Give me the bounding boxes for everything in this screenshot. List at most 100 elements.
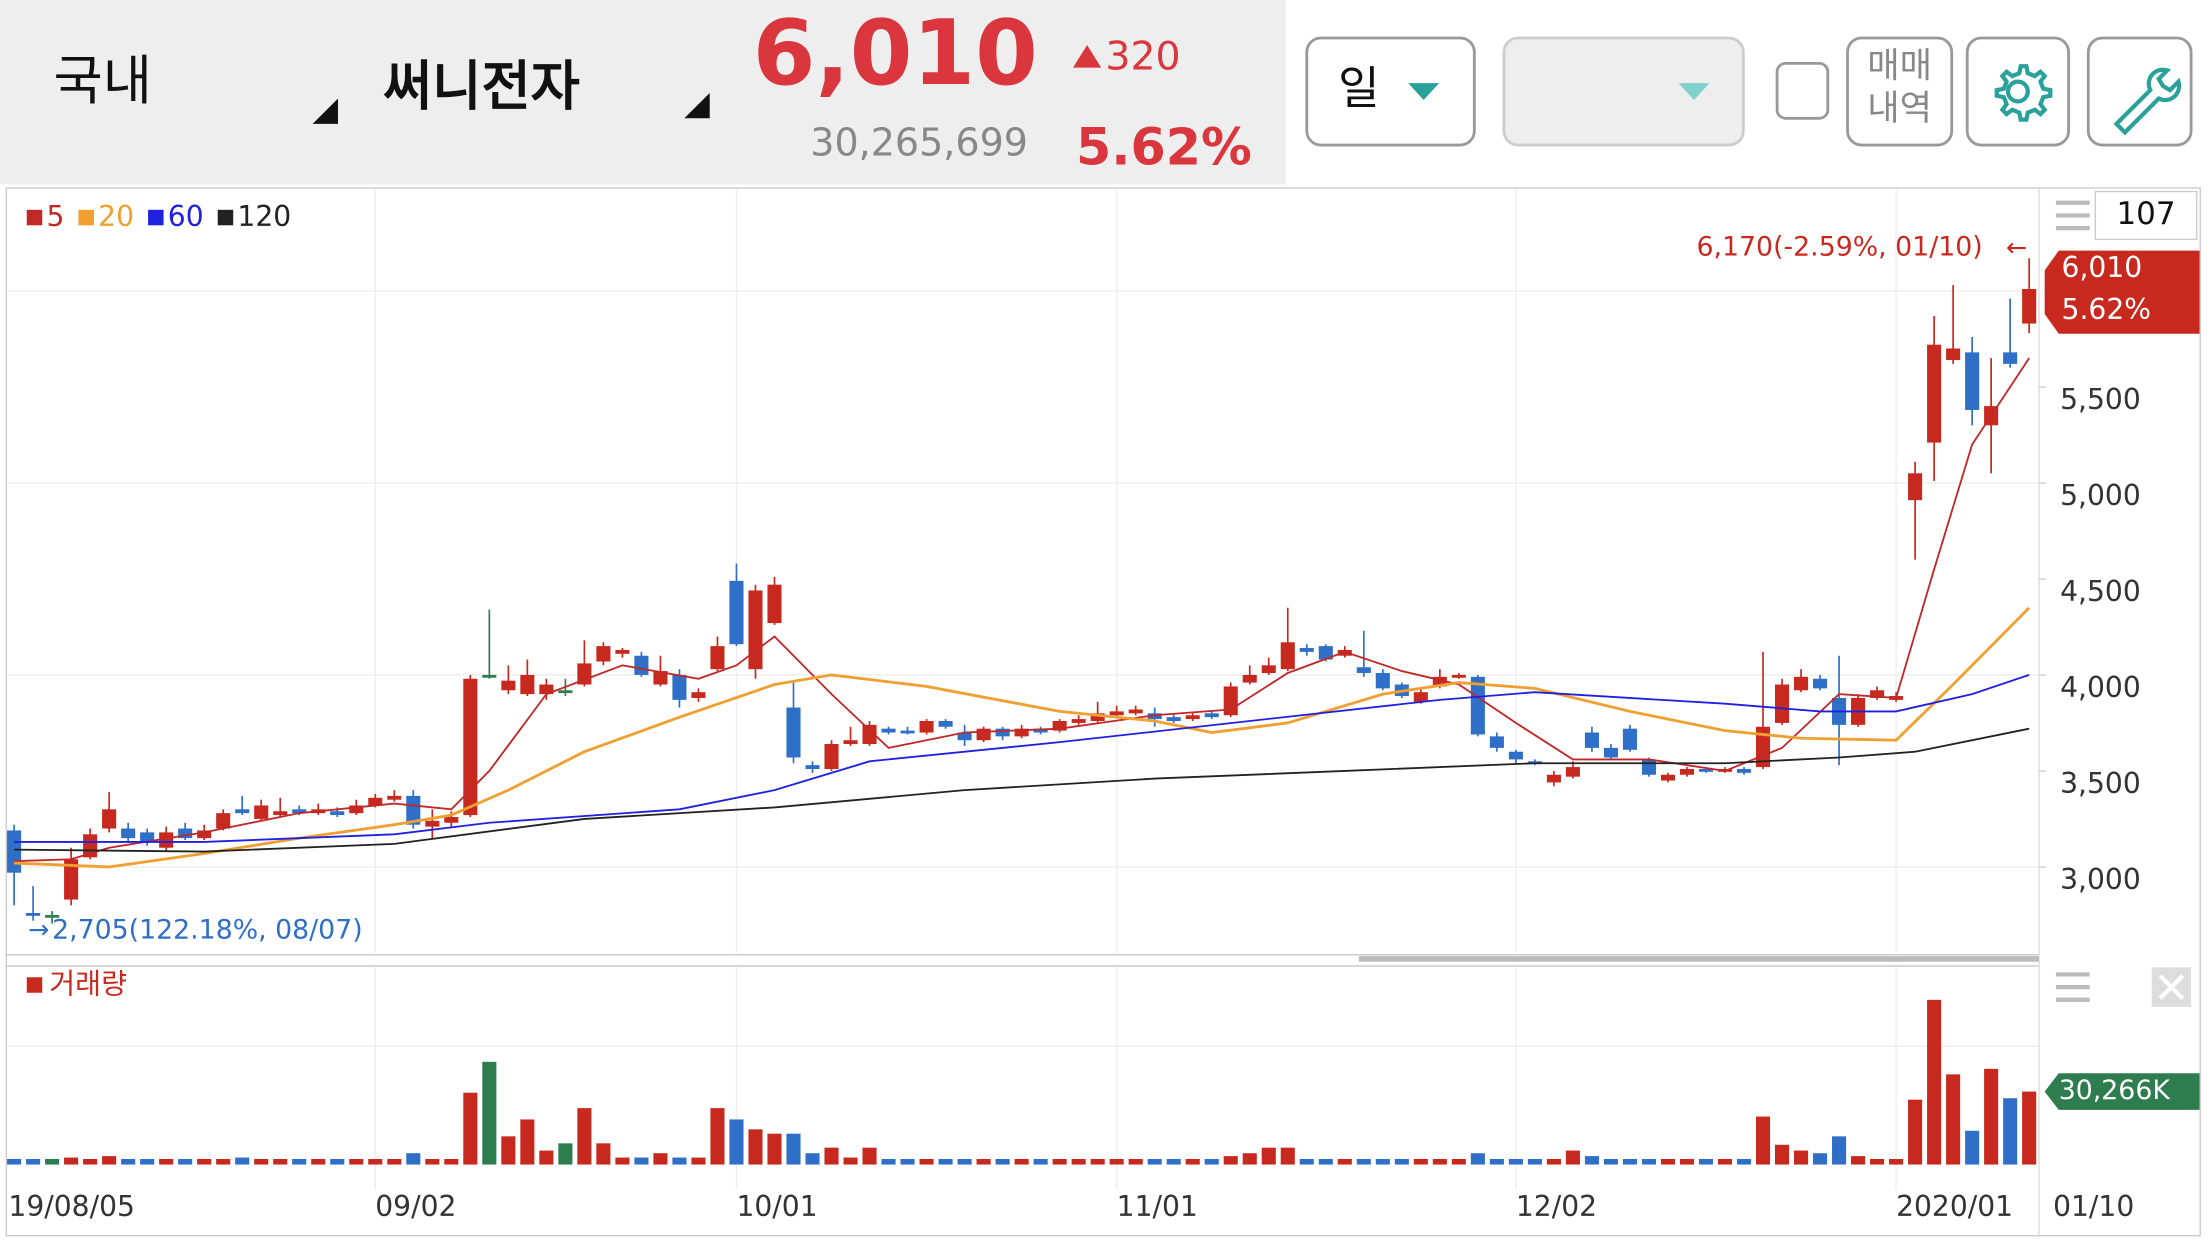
- volume-bar: [1470, 1153, 1485, 1165]
- legend-swatch: [26, 977, 43, 993]
- volume-bar: [843, 1157, 858, 1165]
- volume-bar: [45, 1159, 60, 1165]
- candle-body: [2003, 352, 2018, 364]
- candle-body: [1280, 642, 1295, 670]
- candle-body: [558, 690, 573, 694]
- candle-body: [1375, 672, 1390, 689]
- count-box[interactable]: [2094, 190, 2198, 241]
- tools-button[interactable]: [2086, 36, 2193, 147]
- volume-bar: [1299, 1159, 1314, 1165]
- volume-bar: [482, 1061, 497, 1165]
- settings-button[interactable]: [1965, 36, 2070, 147]
- volume-bar: [1280, 1147, 1295, 1165]
- candle-body: [672, 674, 687, 700]
- candle-body: [1451, 674, 1466, 678]
- candle-body: [881, 728, 896, 733]
- history-button[interactable]: [1846, 36, 1954, 147]
- candle-body: [1622, 728, 1637, 750]
- candle-body: [596, 646, 611, 662]
- volume-bar: [1185, 1159, 1200, 1165]
- volume-bar: [1337, 1159, 1352, 1165]
- candle-count: 107: [2116, 196, 2175, 232]
- candle-body: [710, 646, 725, 670]
- volume-bar: [729, 1119, 744, 1165]
- candle-body: [653, 671, 668, 685]
- legend-swatch: [148, 209, 164, 226]
- volume-bar: [501, 1136, 516, 1165]
- moving-average-line: [14, 727, 2030, 853]
- volume-bar: [1679, 1159, 1695, 1165]
- volume-bar: [1984, 1068, 1999, 1165]
- close-icon[interactable]: [2151, 967, 2192, 1007]
- candle-body: [254, 805, 269, 819]
- volume-bar: [1946, 1074, 1961, 1165]
- volume-bar: [159, 1159, 174, 1165]
- gear-icon: [1994, 64, 2053, 122]
- candle-body: [26, 913, 41, 916]
- menu-icon[interactable]: [2055, 200, 2090, 231]
- volume-bar: [672, 1157, 687, 1165]
- volume-bar: [121, 1159, 136, 1165]
- market-dropdown-icon[interactable]: [312, 98, 338, 124]
- volume-bar: [1889, 1159, 1904, 1165]
- volume-bar: [615, 1157, 630, 1165]
- candle-body: [1356, 667, 1371, 673]
- min-annotation: 2,705(122.18%, 08/07): [52, 914, 363, 945]
- volume-bar: [463, 1092, 478, 1165]
- volume-bar: [1109, 1159, 1124, 1165]
- volume-bar: [197, 1159, 212, 1165]
- volume-bar: [1166, 1159, 1181, 1165]
- volume-bar: [1071, 1159, 1086, 1165]
- volume-bar: [1261, 1147, 1276, 1165]
- candle-body: [349, 805, 364, 814]
- y-tick-label: 4,500: [2060, 575, 2141, 608]
- volume-bar: [1090, 1159, 1105, 1165]
- volume-bar: [558, 1143, 573, 1165]
- candle-body: [178, 828, 193, 839]
- stock-select[interactable]: 써니전자: [383, 55, 580, 118]
- volume-bar: [1603, 1159, 1618, 1165]
- volume-bar: [767, 1133, 782, 1165]
- legend-label: 60: [168, 200, 204, 233]
- volume-bar: [330, 1159, 345, 1165]
- legend-swatch: [217, 209, 234, 226]
- y-tick-label: 5,000: [2060, 479, 2141, 512]
- candle-body: [2022, 288, 2037, 324]
- moving-average-line: [14, 674, 2030, 843]
- menu-icon[interactable]: [2055, 972, 2090, 1002]
- candle-body: [1774, 684, 1790, 723]
- candle-body: [1908, 473, 1923, 501]
- volume-bar: [577, 1108, 592, 1165]
- candle-body: [1489, 736, 1504, 748]
- period-button[interactable]: [1305, 36, 1476, 147]
- y-tick-label: 3,000: [2060, 863, 2141, 896]
- candle-body: [7, 830, 22, 873]
- candle-body: [444, 817, 459, 823]
- candle-body: [1736, 769, 1752, 773]
- candle-body: [1508, 751, 1523, 760]
- candle-body: [121, 828, 136, 839]
- legend-swatch: [26, 209, 43, 226]
- volume-bar: [349, 1159, 364, 1165]
- indicator-button[interactable]: [1502, 36, 1745, 147]
- volume-bar: [1375, 1159, 1390, 1165]
- x-end-label: 01/10: [2053, 1190, 2134, 1223]
- volume-tag-label: 30,266K: [2059, 1075, 2172, 1106]
- legend-swatch: [78, 209, 94, 226]
- stock-dropdown-icon[interactable]: [684, 92, 710, 119]
- market-select[interactable]: 국내: [54, 49, 152, 112]
- volume-bar: [824, 1147, 839, 1165]
- volume-bar: [311, 1159, 326, 1165]
- volume-bar: [1794, 1150, 1809, 1165]
- y-tick-label: 4,000: [2060, 671, 2141, 704]
- volume-bar: [2022, 1091, 2037, 1165]
- volume-bar: [1489, 1159, 1504, 1165]
- volume-bar: [368, 1159, 383, 1165]
- volume-bar: [1755, 1116, 1771, 1165]
- volume-bar: [1774, 1144, 1790, 1165]
- history-label: 매매: [1867, 46, 1932, 87]
- volume-bar: [1128, 1159, 1143, 1165]
- volume-bar: [1660, 1159, 1676, 1165]
- checkbox[interactable]: [1775, 61, 1830, 120]
- price-tag: [2044, 250, 2200, 334]
